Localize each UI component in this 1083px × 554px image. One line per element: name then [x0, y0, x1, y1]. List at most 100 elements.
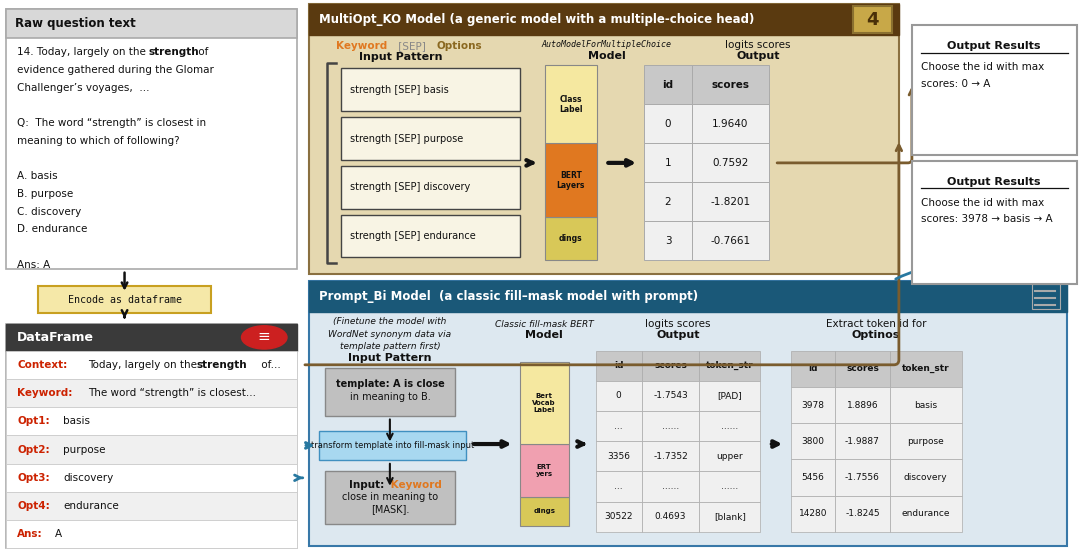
Bar — [341, 117, 520, 160]
Text: 2: 2 — [665, 197, 671, 207]
Bar — [6, 464, 297, 492]
Text: strength [SEP] purpose: strength [SEP] purpose — [350, 134, 464, 143]
Bar — [545, 143, 597, 218]
Text: dings: dings — [559, 234, 583, 243]
Text: scores: 0 → A: scores: 0 → A — [921, 79, 990, 89]
Text: Today, largely on the: Today, largely on the — [88, 360, 200, 370]
Text: Choose the id with max: Choose the id with max — [921, 198, 1044, 208]
Text: The word “strength” is closest...: The word “strength” is closest... — [88, 388, 256, 398]
Bar — [596, 411, 642, 441]
Bar — [520, 497, 569, 526]
Text: in meaning to B.: in meaning to B. — [350, 392, 430, 403]
Bar — [644, 222, 692, 260]
Bar — [596, 471, 642, 502]
Text: ......: ...... — [662, 422, 679, 430]
Text: Extract token id for: Extract token id for — [826, 319, 926, 329]
Text: 3: 3 — [665, 236, 671, 246]
Bar — [1032, 284, 1060, 309]
Bar — [520, 362, 569, 444]
Bar — [642, 502, 700, 532]
Bar — [692, 143, 769, 182]
Bar — [520, 444, 569, 497]
Text: endurance: endurance — [901, 509, 950, 518]
Bar — [835, 351, 890, 387]
Bar — [853, 6, 892, 33]
Text: AutoModelForMultipleChoice: AutoModelForMultipleChoice — [542, 40, 671, 49]
Text: id: id — [808, 365, 818, 373]
Bar — [700, 471, 760, 502]
Text: [SEP]: [SEP] — [395, 41, 430, 51]
Text: B. purpose: B. purpose — [17, 189, 74, 199]
Bar — [912, 161, 1077, 284]
Text: Input:: Input: — [349, 480, 384, 490]
Text: Keyword:: Keyword: — [17, 388, 73, 398]
Bar — [6, 379, 297, 407]
Text: Bert
Vocab
Label: Bert Vocab Label — [533, 393, 556, 413]
Text: -1.7543: -1.7543 — [653, 392, 688, 401]
Text: logits scores: logits scores — [726, 40, 791, 50]
Text: of: of — [195, 47, 208, 57]
Bar — [700, 502, 760, 532]
Bar — [791, 387, 835, 423]
Bar — [6, 9, 297, 38]
Bar — [835, 387, 890, 423]
Text: meaning to which of following?: meaning to which of following? — [17, 136, 180, 146]
Text: ......: ...... — [662, 482, 679, 491]
Text: basis: basis — [914, 401, 937, 409]
Text: ...: ... — [614, 422, 623, 430]
Bar — [692, 104, 769, 143]
Bar — [309, 4, 899, 274]
Bar — [309, 281, 1067, 546]
Text: Model: Model — [525, 330, 563, 340]
Text: Class
Label: Class Label — [559, 95, 583, 114]
Bar — [890, 459, 962, 496]
Bar — [6, 9, 297, 269]
Bar — [309, 281, 1067, 312]
Bar — [596, 502, 642, 532]
Text: strength: strength — [196, 360, 247, 370]
Text: -1.7352: -1.7352 — [653, 452, 688, 461]
Text: D. endurance: D. endurance — [17, 224, 88, 234]
Text: Opt4:: Opt4: — [17, 501, 50, 511]
Text: -1.8201: -1.8201 — [710, 197, 751, 207]
Bar — [835, 423, 890, 459]
Bar — [6, 407, 297, 435]
Text: 14. Today, largely on the: 14. Today, largely on the — [17, 47, 149, 57]
Text: Output Results: Output Results — [948, 177, 1041, 187]
Text: 0.7592: 0.7592 — [713, 158, 748, 168]
Bar — [6, 492, 297, 520]
Text: ...: ... — [614, 482, 623, 491]
Bar — [912, 25, 1077, 155]
Bar — [38, 286, 211, 313]
Text: scores: 3978 → basis → A: scores: 3978 → basis → A — [921, 214, 1053, 224]
Text: strength: strength — [148, 47, 199, 57]
Bar — [341, 214, 520, 258]
Bar — [644, 182, 692, 222]
Text: 3978: 3978 — [801, 401, 824, 409]
Bar — [644, 143, 692, 182]
Bar — [319, 431, 466, 460]
Text: 30522: 30522 — [604, 512, 632, 521]
Text: ......: ...... — [721, 482, 739, 491]
Bar — [325, 471, 455, 524]
Bar — [6, 351, 297, 379]
Bar — [692, 182, 769, 222]
Text: scores: scores — [846, 365, 879, 373]
Text: token_str: token_str — [902, 364, 950, 373]
Bar — [700, 351, 760, 381]
Bar — [835, 496, 890, 532]
Text: basis: basis — [63, 416, 90, 427]
Text: purpose: purpose — [908, 437, 944, 446]
Text: [MASK].: [MASK]. — [370, 504, 409, 515]
Text: (Finetune the model with: (Finetune the model with — [334, 317, 446, 326]
Bar — [545, 218, 597, 260]
Text: -1.7556: -1.7556 — [845, 473, 879, 482]
Bar — [890, 387, 962, 423]
Bar — [6, 435, 297, 464]
Text: ≡: ≡ — [258, 329, 271, 345]
Text: discovery: discovery — [63, 473, 114, 483]
Bar — [6, 324, 297, 548]
Bar — [642, 351, 700, 381]
Bar — [692, 222, 769, 260]
Text: logits scores: logits scores — [645, 319, 710, 329]
